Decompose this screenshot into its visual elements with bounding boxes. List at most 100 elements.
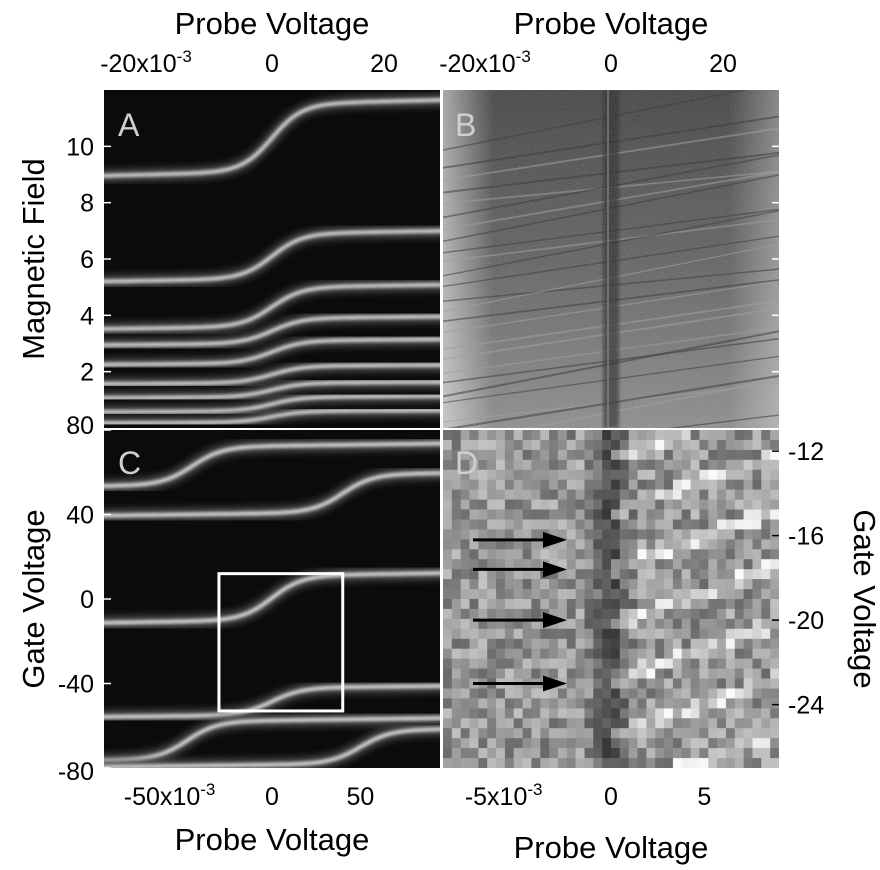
d-cell	[478, 489, 488, 501]
d-cell	[770, 668, 779, 680]
d-cell	[761, 738, 771, 749]
d-cell	[655, 589, 665, 600]
d-cell	[557, 549, 568, 560]
d-cell	[575, 519, 585, 530]
d-cell	[628, 529, 639, 540]
d-cell	[504, 509, 515, 520]
d-cell	[690, 569, 700, 580]
arrow-head	[543, 612, 567, 629]
bright-line	[104, 337, 440, 367]
d-cell	[690, 638, 700, 650]
d-cell	[752, 479, 762, 491]
d-cell	[699, 688, 709, 699]
d-cell	[619, 718, 630, 729]
d-cell	[611, 549, 621, 560]
d-cell	[672, 658, 683, 670]
d-cell	[681, 449, 692, 461]
d-cell	[575, 549, 585, 560]
d-cell	[451, 559, 462, 570]
d-cell	[734, 469, 745, 481]
d-cell	[451, 549, 462, 560]
d-cell	[655, 549, 665, 560]
d-cell	[681, 678, 692, 689]
d-cell	[513, 758, 524, 768]
d-cell	[566, 539, 577, 550]
d-cell	[575, 738, 585, 749]
d-cell	[602, 738, 612, 749]
d-cell	[522, 519, 532, 530]
d-cell	[557, 449, 568, 461]
d-cell	[478, 459, 488, 471]
d-cell	[540, 648, 550, 660]
d-cell	[725, 628, 736, 640]
d-cell	[690, 728, 700, 739]
d-cell	[522, 608, 532, 620]
d-cell	[496, 519, 506, 530]
d-cell	[725, 748, 736, 759]
d-cell	[628, 708, 639, 719]
d-cell	[469, 638, 479, 650]
d-cell	[566, 489, 577, 501]
d-cell	[469, 599, 479, 610]
d-cell	[628, 469, 639, 481]
d-cell	[619, 469, 630, 481]
d-cell	[743, 728, 753, 739]
d-cell	[531, 638, 541, 650]
d-cell	[699, 738, 709, 749]
d-cell	[611, 499, 621, 511]
d-cell	[637, 708, 647, 719]
d-cell	[531, 708, 541, 719]
d-cell	[655, 668, 665, 680]
d-cell	[655, 569, 665, 580]
d-cell	[655, 499, 665, 511]
d-cell	[504, 430, 515, 441]
d-cell	[549, 430, 559, 441]
d-cell	[655, 688, 665, 699]
d-cell	[504, 688, 515, 699]
d-cell	[752, 529, 762, 540]
d-cell	[743, 589, 753, 600]
bright-line	[104, 727, 440, 768]
d-cell	[575, 638, 585, 650]
d-cell	[451, 430, 462, 441]
d-cell	[496, 718, 506, 729]
d-cell	[717, 599, 727, 610]
d-cell	[469, 559, 479, 570]
d-cell	[593, 618, 603, 630]
d-cell	[628, 688, 639, 699]
d-cell	[725, 439, 736, 451]
d-cell	[743, 479, 753, 491]
d-cell	[619, 628, 630, 640]
d-cell	[460, 728, 471, 739]
d-cell	[531, 539, 541, 550]
d-cell	[575, 618, 585, 630]
d-cell	[699, 589, 709, 600]
d-cell	[699, 748, 709, 759]
d-cell	[708, 479, 718, 491]
d-cell	[593, 459, 603, 471]
d-cell	[451, 499, 462, 511]
d-cell	[672, 579, 683, 590]
d-cell	[487, 430, 497, 441]
d-cell	[504, 459, 515, 471]
d-cell	[469, 589, 479, 600]
d-cell	[611, 678, 621, 689]
d-cell	[690, 449, 700, 461]
d-cell	[681, 459, 692, 471]
d-cell	[557, 459, 568, 471]
d-cell	[549, 668, 559, 680]
d-cell	[549, 509, 559, 520]
d-cell	[602, 549, 612, 560]
y-tick-label-a: 2	[80, 359, 94, 387]
d-cell	[504, 539, 515, 550]
d-cell	[549, 728, 559, 739]
d-cell	[522, 539, 532, 550]
d-cell	[513, 549, 524, 560]
d-cell	[602, 519, 612, 530]
d-cell	[575, 569, 585, 580]
x-axis-title-b: Probe Voltage	[514, 6, 709, 41]
d-cell	[496, 748, 506, 759]
d-cell	[504, 589, 515, 600]
d-cell	[672, 708, 683, 719]
